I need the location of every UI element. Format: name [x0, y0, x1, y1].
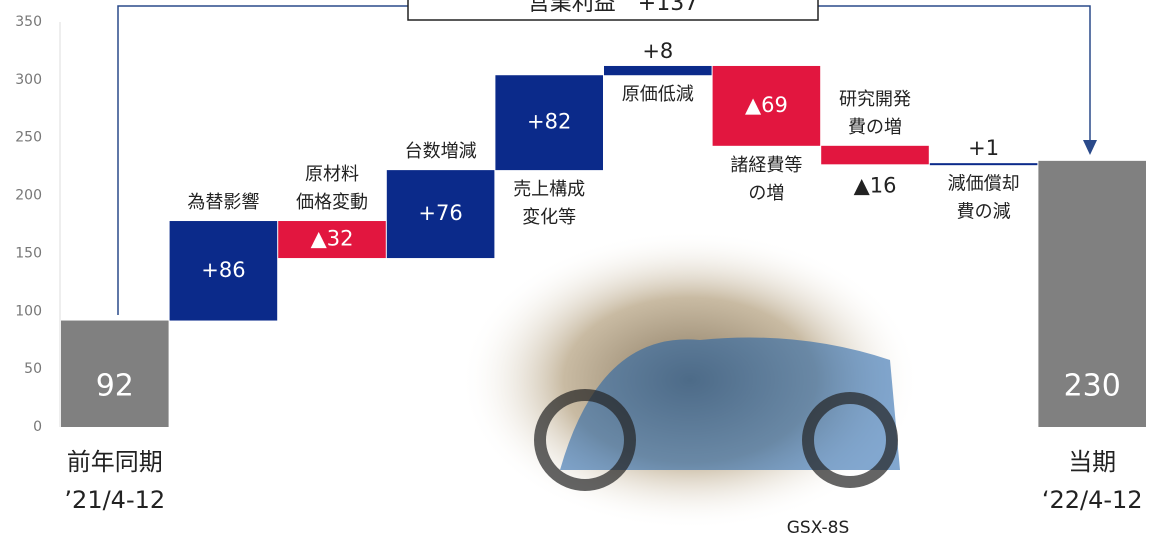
motorcycle — [560, 337, 900, 470]
x-tick-label: 台数増減 — [405, 141, 477, 162]
annotation: GSX-8S — [787, 518, 850, 538]
y-tick-label: 350 — [15, 14, 42, 30]
y-tick-label: 250 — [15, 130, 42, 146]
value-label: +76 — [418, 201, 462, 225]
x-tick-label: 売上構成変化等 — [513, 179, 585, 228]
x-tick-label: 原材料価格変動 — [296, 164, 368, 213]
bar — [386, 170, 495, 259]
arrowhead — [1083, 140, 1097, 155]
bar — [929, 163, 1038, 166]
x-tick-label: 研究開発費の増 — [839, 89, 911, 138]
y-tick-label: 100 — [15, 303, 42, 319]
y-tick-label: 0 — [33, 419, 42, 435]
x-tick-label: 当期‘22/4-12 — [1042, 448, 1143, 514]
wheel — [802, 392, 898, 488]
bar — [169, 221, 278, 321]
y-tick-label: 150 — [15, 245, 42, 261]
chart-title: 営業利益 +137 — [528, 0, 698, 16]
connector — [818, 5, 1091, 142]
bar — [712, 65, 821, 146]
value-label: +86 — [201, 258, 245, 282]
y-tick-label: 300 — [15, 72, 42, 88]
bar — [495, 75, 603, 171]
y-tick-label: 200 — [15, 188, 42, 204]
title-box — [407, 0, 819, 21]
wheel — [534, 389, 636, 491]
bar — [61, 320, 169, 427]
x-tick-label: 減価償却費の減 — [948, 173, 1020, 222]
y-tick-label: 50 — [24, 361, 42, 377]
x-tick-label: 前年同期’21/4-12 — [64, 448, 165, 514]
value-label: 92 — [96, 369, 134, 404]
x-tick-label: 原価低減 — [622, 84, 694, 105]
bar — [278, 221, 386, 259]
value-label: ▲16 — [854, 173, 897, 197]
bar — [821, 145, 929, 165]
value-label: ▲32 — [311, 227, 354, 251]
value-label: +8 — [642, 39, 673, 63]
value-label: +82 — [527, 110, 571, 134]
value-label: ▲69 — [745, 93, 788, 117]
x-tick-label: 為替影響 — [187, 192, 259, 213]
value-label: 230 — [1064, 369, 1121, 404]
x-tick-label: 諸経費等の増 — [730, 155, 802, 204]
connector — [117, 5, 408, 315]
value-label: +1 — [968, 136, 999, 160]
bar — [604, 65, 712, 76]
bar — [1038, 160, 1146, 427]
